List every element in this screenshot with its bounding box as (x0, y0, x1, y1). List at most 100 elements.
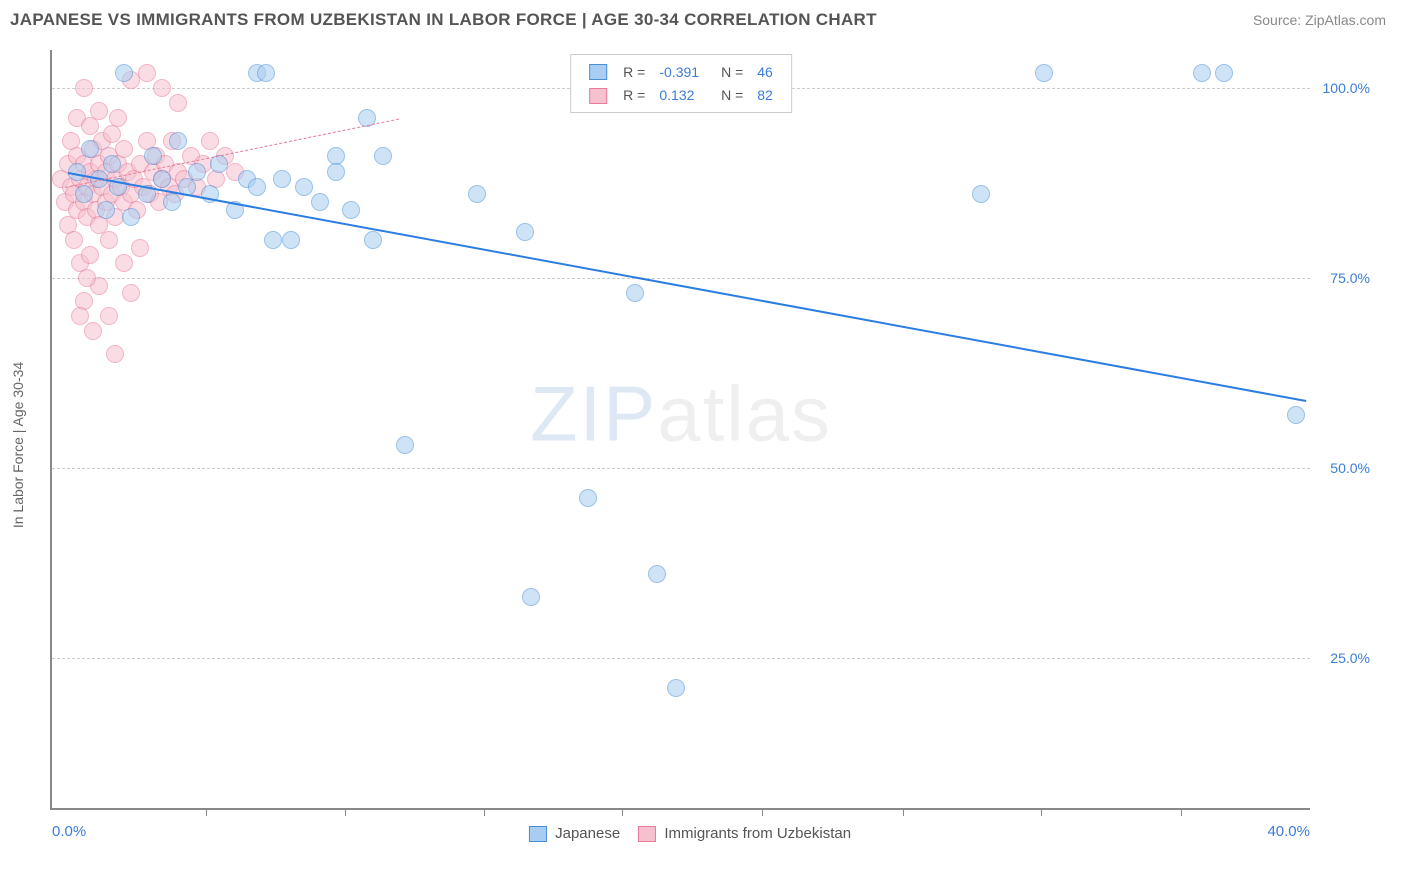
legend-n-value: 82 (751, 84, 779, 105)
y-tick-label: 100.0% (1315, 80, 1370, 96)
x-tick (206, 808, 207, 816)
x-tick (903, 808, 904, 816)
data-point (626, 284, 644, 302)
data-point (667, 679, 685, 697)
x-tick (1181, 808, 1182, 816)
legend-r-value: 0.132 (653, 84, 705, 105)
legend-r-value: -0.391 (653, 61, 705, 82)
legend-swatch (589, 88, 607, 104)
data-point (122, 208, 140, 226)
data-point (153, 170, 171, 188)
data-point (188, 163, 206, 181)
data-point (273, 170, 291, 188)
data-point (78, 269, 96, 287)
data-point (295, 178, 313, 196)
gridline (52, 658, 1310, 659)
data-point (81, 246, 99, 264)
y-tick-label: 25.0% (1315, 650, 1370, 666)
x-tick (622, 808, 623, 816)
trend-line (68, 172, 1306, 402)
legend-row: R =0.132N =82 (583, 84, 779, 105)
legend-n-label: N = (707, 84, 749, 105)
data-point (71, 307, 89, 325)
legend-r-label: R = (617, 61, 651, 82)
chart-title: JAPANESE VS IMMIGRANTS FROM UZBEKISTAN I… (10, 10, 877, 30)
chart-source: Source: ZipAtlas.com (1253, 12, 1386, 28)
data-point (109, 109, 127, 127)
legend-series: Japanese Immigrants from Uzbekistan (511, 825, 851, 842)
x-tick (1041, 808, 1042, 816)
data-point (364, 231, 382, 249)
data-point (201, 132, 219, 150)
y-tick-label: 50.0% (1315, 460, 1370, 476)
legend-r-label: R = (617, 84, 651, 105)
data-point (579, 489, 597, 507)
data-point (1035, 64, 1053, 82)
data-point (1193, 64, 1211, 82)
watermark-zip: ZIP (530, 369, 657, 457)
data-point (84, 322, 102, 340)
data-point (396, 436, 414, 454)
legend-n-label: N = (707, 61, 749, 82)
data-point (100, 307, 118, 325)
legend-n-value: 46 (751, 61, 779, 82)
data-point (97, 201, 115, 219)
data-point (138, 64, 156, 82)
plot-area: ZIPatlas R =-0.391N =46R =0.132N =82 0.0… (50, 50, 1310, 810)
data-point (248, 178, 266, 196)
data-point (648, 565, 666, 583)
data-point (468, 185, 486, 203)
x-tick (762, 808, 763, 816)
data-point (115, 140, 133, 158)
legend-series-label: Japanese (551, 825, 620, 842)
data-point (327, 163, 345, 181)
legend-swatch (589, 64, 607, 80)
data-point (972, 185, 990, 203)
data-point (115, 64, 133, 82)
x-tick (484, 808, 485, 816)
data-point (144, 147, 162, 165)
legend-correlation: R =-0.391N =46R =0.132N =82 (570, 54, 792, 113)
legend-row: R =-0.391N =46 (583, 61, 779, 82)
chart-container: In Labor Force | Age 30-34 ZIPatlas R =-… (50, 50, 1360, 840)
data-point (115, 254, 133, 272)
legend-series-label: Immigrants from Uzbekistan (660, 825, 851, 842)
data-point (100, 231, 118, 249)
data-point (257, 64, 275, 82)
data-point (153, 79, 171, 97)
gridline (52, 468, 1310, 469)
data-point (163, 193, 181, 211)
x-axis-max-label: 40.0% (1267, 823, 1310, 840)
data-point (264, 231, 282, 249)
y-axis-label: In Labor Force | Age 30-34 (10, 362, 26, 528)
data-point (75, 79, 93, 97)
data-point (75, 185, 93, 203)
data-point (522, 588, 540, 606)
data-point (106, 345, 124, 363)
data-point (169, 94, 187, 112)
data-point (169, 132, 187, 150)
y-tick-label: 75.0% (1315, 270, 1370, 286)
watermark-atlas: atlas (657, 369, 832, 457)
data-point (90, 102, 108, 120)
watermark: ZIPatlas (530, 368, 832, 459)
data-point (131, 239, 149, 257)
legend-swatch (638, 826, 656, 842)
data-point (1287, 406, 1305, 424)
data-point (65, 231, 83, 249)
chart-header: JAPANESE VS IMMIGRANTS FROM UZBEKISTAN I… (0, 0, 1406, 36)
data-point (342, 201, 360, 219)
data-point (516, 223, 534, 241)
x-tick (345, 808, 346, 816)
data-point (1215, 64, 1233, 82)
data-point (81, 117, 99, 135)
data-point (374, 147, 392, 165)
data-point (311, 193, 329, 211)
legend-swatch (529, 826, 547, 842)
gridline (52, 278, 1310, 279)
x-axis-min-label: 0.0% (52, 823, 86, 840)
data-point (122, 284, 140, 302)
data-point (282, 231, 300, 249)
data-point (103, 155, 121, 173)
data-point (81, 140, 99, 158)
